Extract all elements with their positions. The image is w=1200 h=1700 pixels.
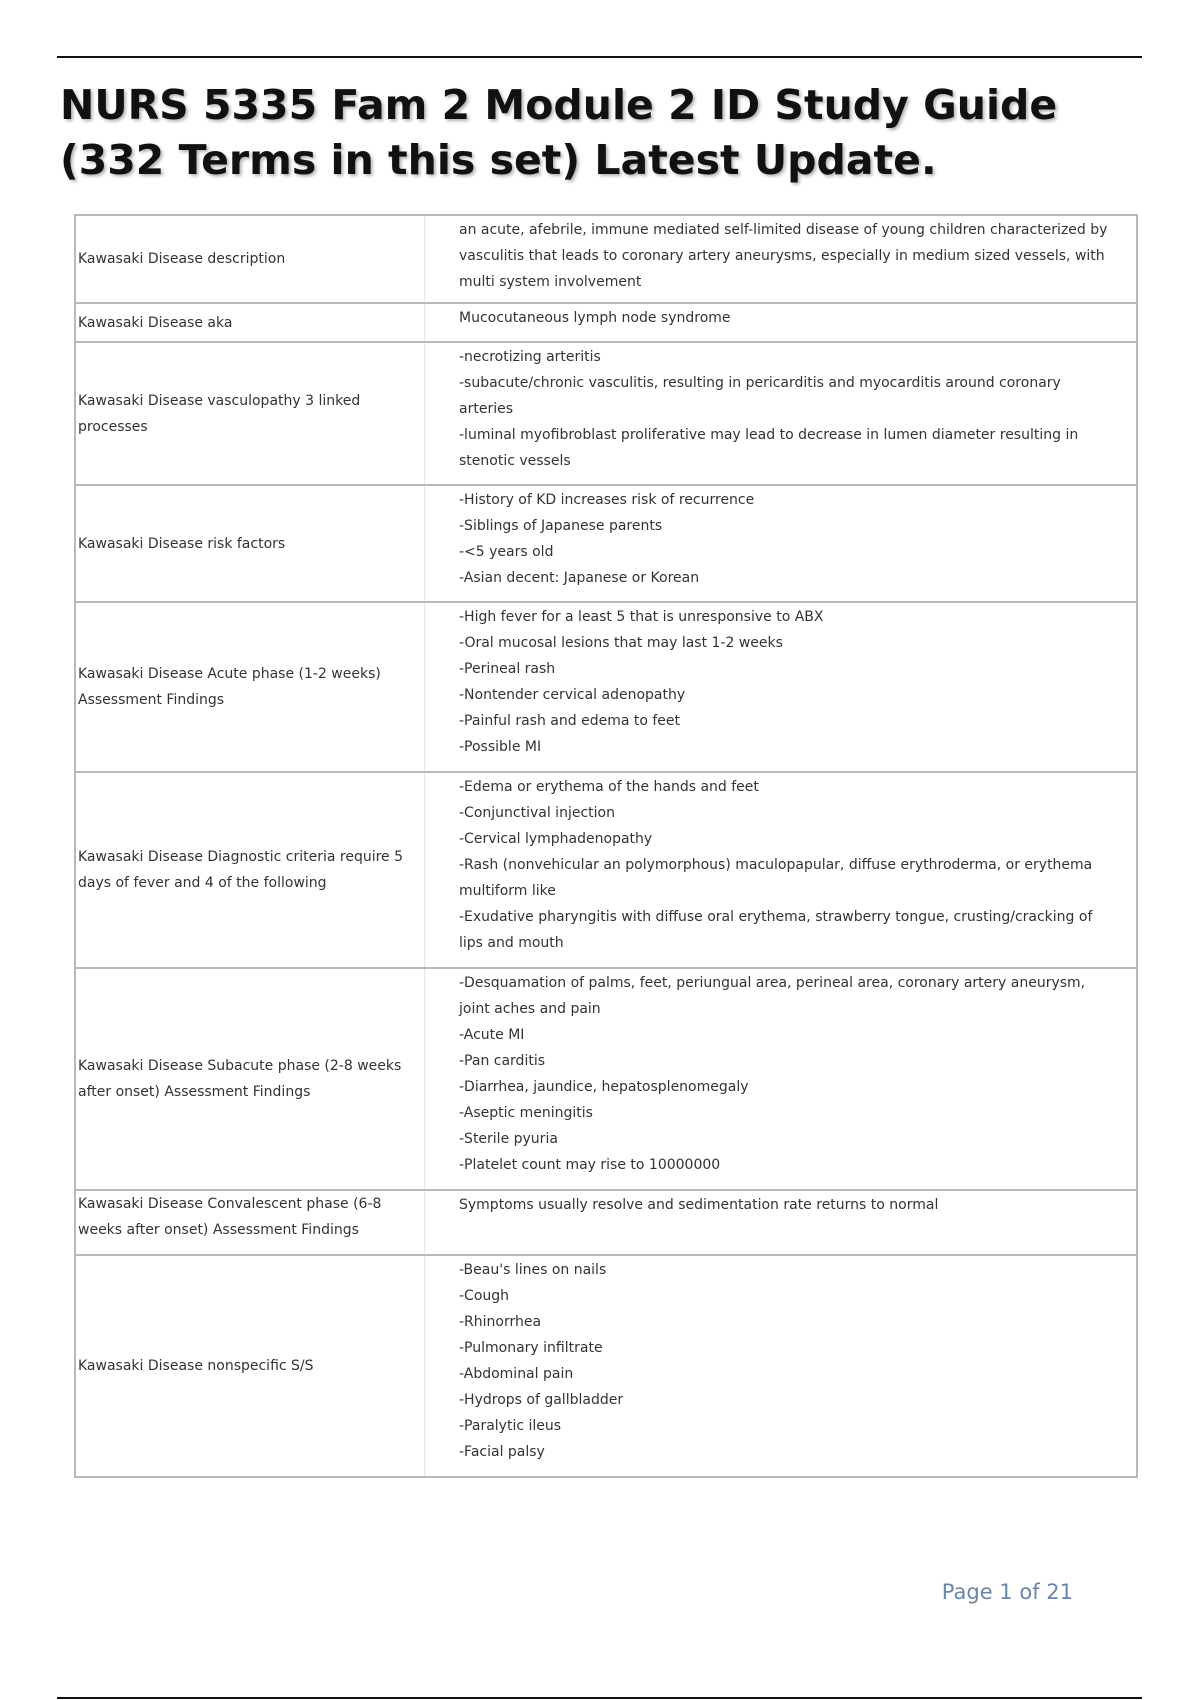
table-row: Kawasaki Disease Acute phase (1-2 weeks)… [75, 601, 1137, 773]
definition-line: -Cervical lymphadenopathy [459, 831, 653, 847]
definition-cell: -High fever for a least 5 that is unresp… [424, 601, 1137, 773]
definition-line: -Paralytic ileus [459, 1418, 562, 1434]
table-row: Kawasaki Disease Convalescent phase (6-8… [75, 1189, 1137, 1256]
definition-cell: -History of KD increases risk of recurre… [424, 484, 1137, 603]
page-number: Page 1 of 21 [941, 1580, 1073, 1604]
definition-line: -Painful rash and edema to feet [459, 713, 681, 729]
definition-line: -Edema or erythema of the hands and feet [459, 779, 759, 795]
term-cell: Kawasaki Disease nonspecific S/S [75, 1254, 425, 1478]
bottom-rule [57, 1697, 1142, 1699]
definition-cell: -necrotizing arteritis -subacute/chronic … [424, 341, 1137, 486]
definition-line: -Siblings of Japanese parents [459, 518, 663, 534]
definition-line: -Possible MI [459, 739, 542, 755]
definition-line: -Perineal rash [459, 661, 556, 677]
definition-line: -Rhinorrhea [459, 1314, 542, 1330]
table-row: Kawasaki Disease Subacute phase (2-8 wee… [75, 967, 1137, 1191]
definition-line: -Sterile pyuria [459, 1131, 558, 1147]
definition-line: -luminal myofibroblast proliferative may… [459, 427, 1079, 469]
definition-line: -Oral mucosal lesions that may last 1-2 … [459, 635, 783, 651]
definition-line: -History of KD increases risk of recurre… [459, 492, 755, 508]
term-cell: Kawasaki Disease Convalescent phase (6-8… [75, 1189, 425, 1256]
definition-line: -Abdominal pain [459, 1366, 574, 1382]
definition-line: -Diarrhea, jaundice, hepatosplenomegaly [459, 1079, 749, 1095]
term-cell: Kawasaki Disease Acute phase (1-2 weeks)… [75, 601, 425, 773]
definition-line: an acute, afebrile, immune mediated self… [459, 222, 1108, 290]
definition-line: Mucocutaneous lymph node syndrome [459, 310, 731, 326]
definition-cell: -Desquamation of palms, feet, periungual… [424, 967, 1137, 1191]
definition-cell: -Edema or erythema of the hands and feet… [424, 771, 1137, 969]
definition-line: -Facial palsy [459, 1444, 545, 1460]
definition-line: -Asian decent: Japanese or Korean [459, 570, 700, 586]
definition-line: -Rash (nonvehicular an polymorphous) mac… [459, 857, 1093, 899]
definition-line: -Acute MI [459, 1027, 525, 1043]
definition-line: -Beau's lines on nails [459, 1262, 607, 1278]
table-row: Kawasaki Disease nonspecific S/S -Beau's … [75, 1254, 1137, 1478]
definition-line: -Aseptic meningitis [459, 1105, 593, 1121]
table-row: Kawasaki Disease vasculopathy 3 linked p… [75, 341, 1137, 486]
document-title: NURS 5335 Fam 2 Module 2 ID Study Guide … [60, 81, 1058, 184]
term-cell: Kawasaki Disease risk factors [75, 484, 425, 603]
definition-line: -High fever for a least 5 that is unresp… [459, 609, 824, 625]
definition-line: -Desquamation of palms, feet, periungual… [459, 975, 1086, 1017]
definition-cell: Mucocutaneous lymph node syndrome [424, 302, 1137, 343]
definition-line: -subacute/chronic vasculitis, resulting … [459, 375, 1061, 417]
terms-table: Kawasaki Disease description an acute, af… [74, 214, 1138, 1478]
definition-cell: -Beau's lines on nails -Cough -Rhinorrhea -… [424, 1254, 1137, 1478]
table-row: Kawasaki Disease risk factors -History of… [75, 484, 1137, 603]
table-row: Kawasaki Disease aka Mucocutaneous lymph … [75, 302, 1137, 343]
definition-line: Symptoms usually resolve and sedimentati… [459, 1197, 939, 1213]
definition-line: -Cough [459, 1288, 510, 1304]
definition-line: -Hydrops of gallbladder [459, 1392, 624, 1408]
top-rule [57, 56, 1142, 58]
definition-line: -Nontender cervical adenopathy [459, 687, 686, 703]
term-cell: Kawasaki Disease Subacute phase (2-8 wee… [75, 967, 425, 1191]
definition-line: -necrotizing arteritis [459, 349, 601, 365]
definition-line: -<5 years old [459, 544, 554, 560]
definition-cell: an acute, afebrile, immune mediated self… [424, 214, 1137, 304]
term-cell: Kawasaki Disease aka [75, 302, 425, 343]
definition-line: -Exudative pharyngitis with diffuse oral… [459, 909, 1093, 951]
table-row: Kawasaki Disease description an acute, af… [75, 214, 1137, 304]
term-cell: Kawasaki Disease vasculopathy 3 linked p… [75, 341, 425, 486]
term-cell: Kawasaki Disease description [75, 214, 425, 304]
definition-line: -Conjunctival injection [459, 805, 615, 821]
definition-line: -Platelet count may rise to 10000000 [459, 1157, 721, 1173]
definition-cell: Symptoms usually resolve and sedimentati… [424, 1189, 1137, 1256]
term-cell: Kawasaki Disease Diagnostic criteria req… [75, 771, 425, 969]
definition-line: -Pulmonary infiltrate [459, 1340, 603, 1356]
table-row: Kawasaki Disease Diagnostic criteria req… [75, 771, 1137, 969]
definition-line: -Pan carditis [459, 1053, 546, 1069]
